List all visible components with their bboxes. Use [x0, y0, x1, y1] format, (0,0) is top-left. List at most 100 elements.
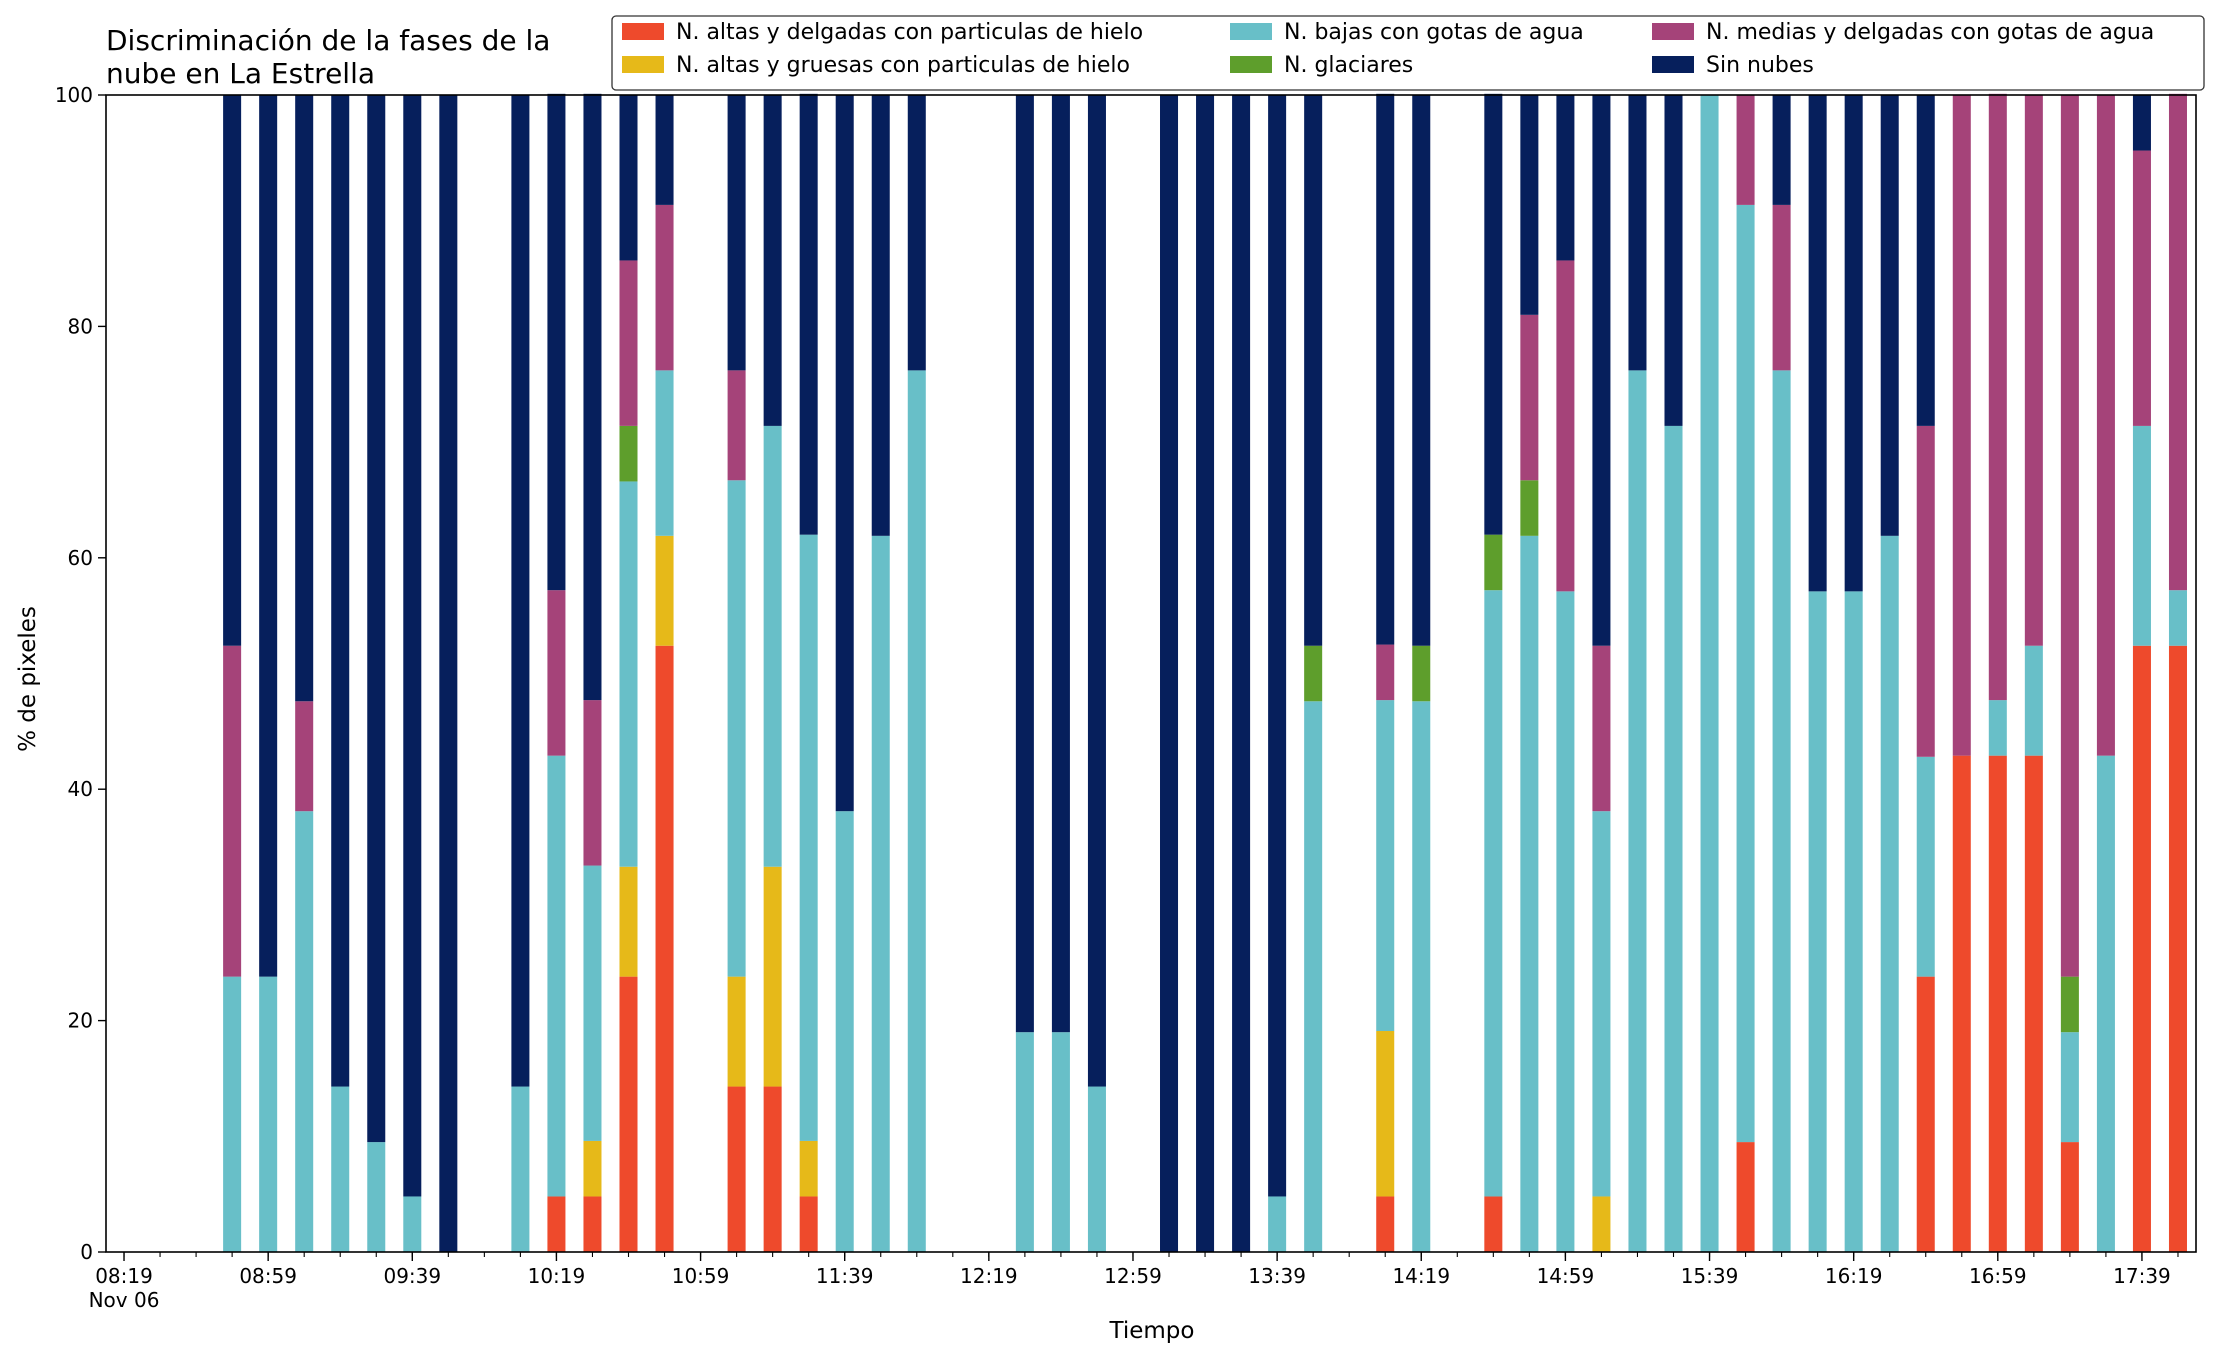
- bar-segment-s0-x10: [619, 976, 638, 1252]
- x-tick-label-date: Nov 06: [89, 1288, 160, 1312]
- bar-segment-s2-x32: [1628, 370, 1647, 1252]
- bar-segment-s2-x35: [1736, 204, 1755, 1143]
- legend-label-5: Sin nubes: [1706, 53, 1814, 78]
- x-axis-label: Tiempo: [1109, 1318, 1195, 1344]
- bar-segment-s3-x44: [2060, 976, 2079, 1033]
- bar-segment-s2-x39: [1880, 535, 1899, 1252]
- bar-segment-s5-x10: [619, 95, 638, 261]
- bar-segment-s0-x11: [655, 645, 674, 1252]
- y-axis-label: % de pixeles: [15, 606, 41, 752]
- x-tick-label-13: 16:59: [1969, 1264, 2027, 1288]
- bar-segment-s1-x31: [1592, 1196, 1611, 1252]
- bar-segment-s2-x13: [763, 425, 782, 867]
- bar-segment-s2-x42: [1988, 700, 2007, 756]
- bar-segment-s5-x5: [403, 95, 422, 1197]
- bar-segment-s2-x46: [2132, 425, 2151, 646]
- bar-segment-s5-x38: [1844, 95, 1863, 592]
- bar-segment-s5-x2: [295, 95, 314, 702]
- bar-segment-s5-x28: [1484, 93, 1503, 535]
- x-tick-label-7: 12:59: [1104, 1264, 1162, 1288]
- bar-segment-s2-x27: [1412, 701, 1431, 1252]
- bar-segment-s5-x25: [1304, 95, 1323, 646]
- bar-segment-s5-x37: [1808, 95, 1827, 592]
- bar-segment-s5-x23: [1232, 95, 1251, 1252]
- bar-segment-s3-x10: [619, 425, 638, 482]
- bar-segment-s5-x8: [547, 93, 566, 591]
- bar-segment-s5-x17: [907, 95, 926, 371]
- bar-segment-s0-x8: [547, 1196, 566, 1252]
- bar-segment-s0-x47: [2168, 645, 2187, 1252]
- bar-segment-s1-x10: [619, 866, 638, 977]
- bar-segment-s3-x27: [1412, 645, 1431, 702]
- bar-segment-s0-x12: [727, 1086, 746, 1252]
- bar-segment-s2-x3: [331, 1086, 350, 1252]
- legend-swatch-5: [1652, 56, 1694, 73]
- y-tick-label-100: 100: [55, 83, 93, 107]
- bar-segment-s5-x12: [727, 95, 746, 371]
- bar-segment-s5-x7: [511, 95, 530, 1087]
- bar-segment-s4-x30: [1556, 260, 1575, 592]
- bar-segment-s5-x39: [1880, 95, 1899, 536]
- bar-segment-s5-x16: [871, 95, 890, 536]
- legend-label-4: N. medias y delgadas con gotas de agua: [1706, 20, 2154, 45]
- bar-segment-s4-x12: [727, 370, 746, 481]
- bar-segment-s2-x24: [1268, 1196, 1287, 1252]
- y-tick-label-0: 0: [80, 1240, 93, 1264]
- bar-segment-s5-x1: [259, 95, 278, 977]
- bar-segment-s2-x2: [295, 811, 314, 1252]
- bar-segment-s2-x9: [583, 865, 602, 1141]
- bar-segment-s2-x5: [403, 1196, 422, 1252]
- bar-segment-s2-x14: [799, 534, 818, 1141]
- bar-segment-s2-x26: [1376, 700, 1395, 1032]
- legend-label-1: N. altas y gruesas con particulas de hie…: [676, 53, 1130, 78]
- bar-segment-s0-x35: [1736, 1142, 1755, 1252]
- legend: N. altas y delgadas con particulas de hi…: [611, 15, 2205, 91]
- bar-segment-s4-x41: [1952, 95, 1971, 756]
- bar-segment-s5-x18: [1015, 95, 1034, 1033]
- bar-segment-s0-x14: [799, 1196, 818, 1252]
- bar-segment-s2-x36: [1772, 370, 1791, 1252]
- bar-segment-s5-x9: [583, 93, 602, 701]
- bar-segment-s2-x33: [1664, 425, 1683, 1252]
- bar-segment-s0-x40: [1916, 976, 1935, 1252]
- bar-segment-s5-x21: [1160, 95, 1179, 1252]
- bar-segment-s4-x9: [583, 700, 602, 866]
- legend-label-0: N. altas y delgadas con particulas de hi…: [676, 20, 1143, 45]
- bar-segment-s5-x13: [763, 95, 782, 426]
- bar-segment-s0-x13: [763, 1086, 782, 1252]
- bar-segment-s5-x11: [655, 95, 674, 205]
- bar-segment-s2-x28: [1484, 590, 1503, 1197]
- x-tick-label-9: 14:19: [1392, 1264, 1450, 1288]
- x-tick-label-4: 10:59: [672, 1264, 730, 1288]
- bar-segment-s5-x33: [1664, 95, 1683, 426]
- bar-segment-s5-x31: [1592, 95, 1611, 646]
- bar-segment-s4-x43: [2024, 95, 2043, 646]
- legend-swatch-0: [622, 23, 664, 40]
- bar-segment-s2-x19: [1051, 1032, 1070, 1252]
- bar-segment-s0-x46: [2132, 645, 2151, 1252]
- y-tick-label-40: 40: [68, 777, 93, 801]
- bar-segment-s2-x15: [835, 811, 854, 1252]
- bar-segment-s0-x44: [2060, 1142, 2079, 1252]
- x-tick-label-12: 16:19: [1825, 1264, 1883, 1288]
- bar-segment-s0-x42: [1988, 755, 2007, 1252]
- bar-segment-s2-x37: [1808, 591, 1827, 1252]
- x-tick-label-11: 15:39: [1681, 1264, 1739, 1288]
- bar-segment-s3-x25: [1304, 645, 1323, 702]
- x-tick-label-3: 10:19: [528, 1264, 586, 1288]
- bar-segment-s4-x44: [2060, 95, 2079, 977]
- legend-swatch-1: [622, 56, 664, 73]
- y-tick-label-60: 60: [68, 546, 93, 570]
- bar-segment-s2-x4: [367, 1142, 386, 1252]
- bar-segment-s4-x47: [2168, 93, 2187, 591]
- x-tick-label-0: 08:19: [95, 1264, 153, 1288]
- bar-segment-s2-x17: [907, 370, 926, 1252]
- bar-segment-s2-x20: [1087, 1086, 1106, 1252]
- bar-segment-s5-x32: [1628, 95, 1647, 371]
- x-tick-label-14: 17:39: [2113, 1264, 2171, 1288]
- bar-segment-s4-x29: [1520, 314, 1539, 481]
- bar-segment-s5-x22: [1196, 95, 1215, 1252]
- bar-segment-s2-x38: [1844, 591, 1863, 1252]
- bar-segment-s5-x3: [331, 95, 350, 1087]
